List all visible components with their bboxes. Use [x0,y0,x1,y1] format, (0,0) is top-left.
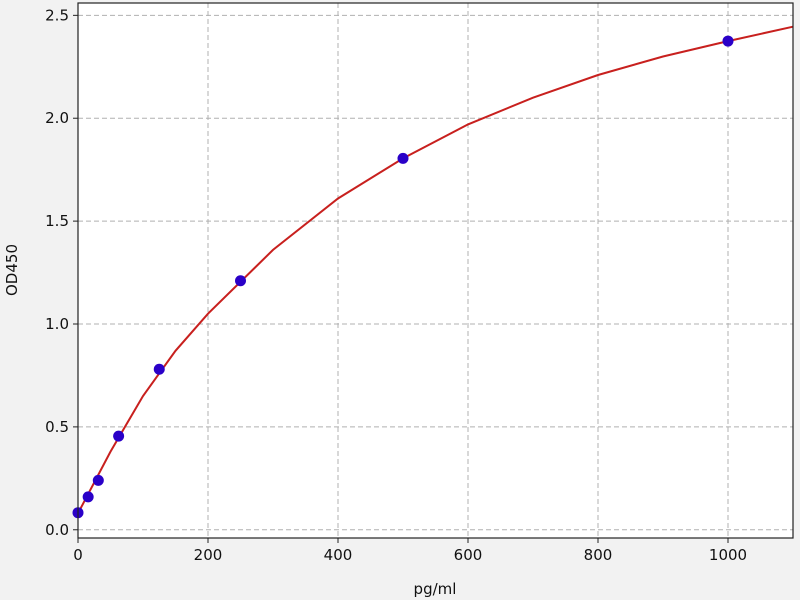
data-point [92,474,104,486]
fit-curve [77,25,794,514]
x-tick-label: 1000 [709,546,747,564]
data-point [113,430,125,442]
x-tick-label: 600 [454,546,483,564]
data-point [722,35,734,47]
fit-line [77,25,794,514]
y-tick-label: 1.5 [45,212,69,230]
x-axis-label: pg/ml [414,580,457,598]
grid [77,3,793,538]
data-point [235,275,246,287]
y-tick-label: 2.5 [45,6,69,24]
data-points [72,35,734,519]
x-tick-label: 200 [194,546,223,564]
y-tick-label: 0.0 [45,521,69,539]
x-tick-label: 800 [584,546,613,564]
data-point [397,152,409,164]
ticks: 0 200 400 600 800 1000 0.0 0.5 1.0 1.5 2.0 2.5 [45,6,747,564]
plot-area [78,3,793,538]
y-axis-label: OD450 [3,244,21,296]
y-tick-label: 0.5 [45,418,69,436]
y-tick-label: 2.0 [45,109,69,127]
data-point [153,363,165,375]
data-point [82,491,94,503]
plot-frame [77,2,794,539]
x-tick-label: 400 [324,546,353,564]
x-tick-label: 0 [73,546,83,564]
y-tick-label: 1.0 [45,315,69,333]
